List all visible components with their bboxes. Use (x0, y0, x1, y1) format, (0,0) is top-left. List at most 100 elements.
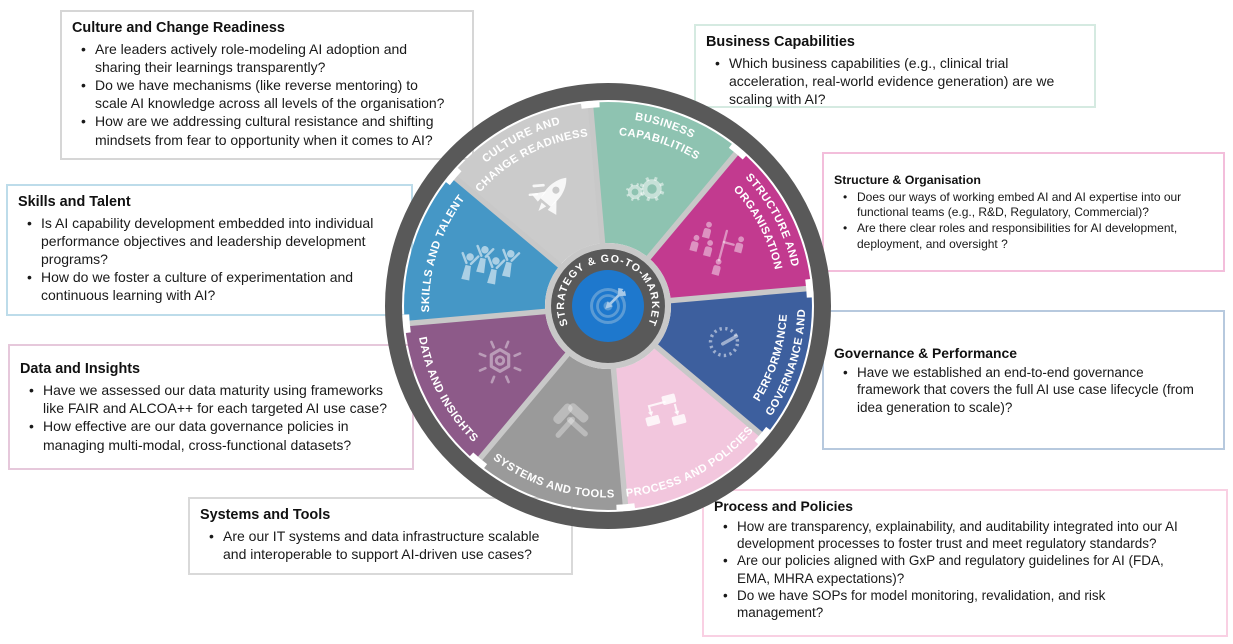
bullet-item: • How are transparency, explainability, a… (714, 518, 1216, 553)
bullet-item: • Does our ways of working embed AI and A… (834, 190, 1213, 221)
bullet-marker: • (209, 527, 214, 544)
bullet-item: • Are there clear roles and responsibilit… (834, 221, 1213, 252)
segment-gap (587, 99, 606, 251)
org-structure-icon (689, 221, 745, 276)
wheel-segment-label: SYSTEMS AND TOOLS (491, 452, 615, 501)
wheel-segment-label: SKILLS AND TALENT (420, 193, 467, 312)
bullet-marker: • (29, 381, 34, 398)
note-box-business: Business Capabilities • Which business ca… (694, 24, 1096, 108)
bullet-text: Have we assessed our data maturity using… (43, 381, 387, 417)
segment-gap-notch (616, 503, 636, 512)
bullet-marker: • (843, 189, 848, 204)
wheel-segment-label: GOVERNANCE AND (764, 309, 809, 419)
note-box-governance: Governance & Performance • Have we establ… (822, 310, 1225, 450)
bullet-marker: • (27, 214, 32, 231)
wheel-segment-culture (451, 102, 603, 266)
team-people-icon (461, 244, 521, 285)
segment-gap-notch (805, 278, 814, 298)
bullet-text: How are transparency, explainability, an… (737, 518, 1178, 552)
note-box-title: Data and Insights (20, 361, 141, 378)
segment-gap (641, 145, 744, 265)
note-box-structure: Structure & Organisation • Does our ways … (822, 152, 1225, 272)
wheel-segment-label: STRUCTURE AND (743, 171, 801, 268)
bullet-item: • Have we assessed our data maturity usin… (20, 381, 402, 417)
wheel-segment-systems (476, 354, 626, 510)
bullet-text: Do we have mechanisms (like reverse ment… (95, 77, 445, 112)
note-box-bullets: • How are transparency, explainability, a… (714, 518, 1216, 622)
wheel-segment-label: CULTURE AND (480, 115, 561, 165)
bullet-text: How do we foster a culture of experiment… (41, 269, 354, 304)
note-box-title: Culture and Change Readiness (72, 20, 285, 36)
wheel-segment-label: CHANGE READINESS (473, 127, 589, 194)
bullet-text: Do we have SOPs for model monitoring, re… (737, 587, 1106, 621)
wheel-segment-governance (656, 288, 812, 438)
note-box-bullets: • Is AI capability development embedded i… (18, 214, 401, 305)
note-box-data: Data and Insights • Have we assessed our … (8, 344, 414, 470)
bullet-item: • How effective are our data governance p… (20, 417, 402, 453)
bullet-text: Have we established an end-to-end govern… (857, 364, 1194, 415)
bullet-text: Are there clear roles and responsibiliti… (857, 221, 1178, 251)
workflow-icon (645, 393, 687, 427)
bullet-item: • How are we addressing cultural resistan… (72, 112, 462, 148)
segment-gap (610, 361, 629, 513)
bullet-text: How effective are our data governance po… (43, 418, 352, 453)
bullet-marker: • (723, 518, 728, 534)
wheel-segment-business (590, 102, 740, 258)
bullet-marker: • (715, 54, 720, 71)
segment-gap-notch (468, 452, 488, 470)
bullet-text: Are our policies aligned with GxP and re… (737, 553, 1164, 586)
bullet-item: • Are leaders actively role-modeling AI a… (72, 40, 462, 76)
note-box-skills: Skills and Talent • Is AI capability deve… (6, 184, 413, 316)
note-box-title: Business Capabilities (706, 34, 855, 50)
wheel-segment-process (613, 346, 765, 510)
bullet-marker: • (29, 418, 34, 435)
segment-gap-notch (444, 166, 462, 186)
gauge-icon (708, 326, 740, 358)
bullet-marker: • (843, 364, 848, 380)
note-box-bullets: • Have we established an end-to-end gover… (834, 364, 1213, 417)
wheel-segment-structure (648, 149, 812, 301)
wheel-segment-skills (404, 174, 560, 324)
bullet-marker: • (723, 587, 728, 603)
wheel-segment-label: ORGANISATION (731, 183, 784, 271)
note-box-culture: Culture and Change Readiness • Are leader… (60, 10, 474, 160)
rocket-icon (528, 177, 567, 215)
wheel-segment-label: DATA AND INSIGHTS (416, 336, 480, 445)
note-box-process: Process and Policies • How are transparen… (702, 489, 1228, 637)
bullet-marker: • (81, 113, 86, 130)
note-box-bullets: • Are our IT systems and data infrastruct… (200, 527, 561, 563)
tools-icon (553, 403, 589, 438)
segment-gap-notch (580, 100, 600, 109)
bullet-item: • Are our IT systems and data infrastruct… (200, 527, 561, 563)
note-box-title: Systems and Tools (200, 507, 331, 523)
note-box-title: Governance & Performance (834, 344, 1017, 361)
bullet-item: • How do we foster a culture of experimen… (18, 268, 401, 304)
bullet-text: Are our IT systems and data infrastructu… (223, 527, 540, 562)
bullet-item: • Do we have SOPs for model monitoring, r… (714, 587, 1216, 622)
bullet-text: Which business capabilities (e.g., clini… (729, 54, 1055, 108)
segment-gap (401, 308, 553, 327)
bullet-text: Is AI capability development embedded in… (41, 214, 374, 268)
bullet-marker: • (843, 221, 848, 236)
bullet-item: • Have we established an end-to-end gover… (834, 364, 1213, 417)
bullet-item: • Is AI capability development embedded i… (18, 214, 401, 269)
gears-icon (626, 176, 665, 202)
wheel-segment-label: BUSINESS (634, 111, 697, 141)
segment-gap-notch (402, 314, 411, 334)
note-box-bullets: • Are leaders actively role-modeling AI a… (72, 40, 462, 149)
wheel-segment-data (404, 311, 568, 463)
wheel-hub (545, 243, 671, 369)
note-box-systems: Systems and Tools • Are our IT systems an… (188, 497, 573, 575)
idea-gear-icon (478, 340, 522, 384)
bullet-marker: • (27, 269, 32, 286)
bullet-marker: • (81, 77, 86, 94)
segment-gap (472, 347, 575, 467)
segment-gap-notch (728, 142, 748, 160)
bullet-text: Does our ways of working embed AI and AI… (857, 189, 1182, 220)
wheel-segment-label: PERFORMANCE (751, 313, 789, 403)
bullet-text: How are we addressing cultural resistanc… (95, 113, 434, 148)
note-box-title: Process and Policies (714, 498, 853, 514)
note-box-bullets: • Which business capabilities (e.g., clin… (706, 54, 1084, 109)
note-box-title: Structure & Organisation (834, 172, 981, 187)
